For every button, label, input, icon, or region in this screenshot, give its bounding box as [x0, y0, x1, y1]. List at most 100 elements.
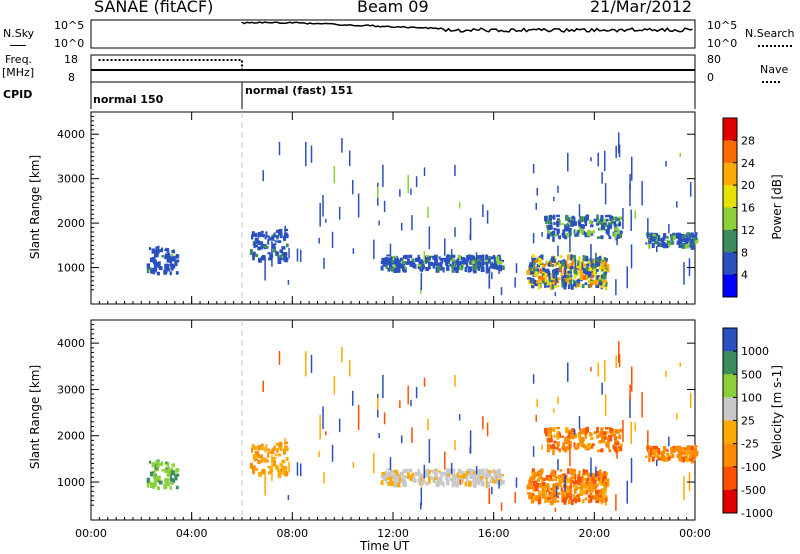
- power-echo-cell: [542, 263, 546, 267]
- velocity-echo-cell: [428, 480, 431, 484]
- velocity-echo-cell: [450, 472, 455, 476]
- power-echo-cell: [474, 263, 478, 269]
- power-echo-cell: [600, 220, 605, 226]
- velocity-echo-cell: [589, 444, 593, 448]
- velocity-echo-streak: [341, 347, 343, 363]
- power-echo-cell: [675, 233, 678, 237]
- power-echo-cell: [571, 261, 574, 266]
- velocity-echo-cell: [173, 469, 176, 475]
- velocity-echo-cell: [582, 443, 586, 448]
- power-echo-cell: [465, 256, 470, 261]
- power-echo-cell: [613, 221, 617, 227]
- power-echo-cell: [596, 275, 599, 281]
- power-echo-cell: [548, 276, 553, 281]
- velocity-echo-cell: [565, 441, 570, 445]
- cpid-mode-2: normal (fast) 151: [245, 84, 354, 97]
- velocity-echo-cell: [471, 469, 475, 472]
- velocity-echo-cell: [578, 470, 581, 476]
- power-echo-cell: [279, 254, 283, 259]
- power-echo-cell: [603, 218, 607, 223]
- velocity-echo-streak: [532, 374, 535, 384]
- power-echo-cell: [586, 268, 590, 272]
- velocity-echo-cell: [529, 476, 533, 482]
- velocity-echo-cell: [550, 428, 553, 431]
- power-echo-cell: [434, 258, 438, 264]
- power-echo-streak: [389, 243, 392, 257]
- power-echo-cell: [595, 269, 599, 273]
- power-echo-cell: [551, 256, 555, 263]
- velocity-echo-cell: [174, 474, 178, 481]
- power-echo-cell: [495, 256, 500, 262]
- velocity-echo-cell: [380, 480, 384, 486]
- power-echo-cell: [589, 263, 592, 268]
- power-echo-cell: [579, 274, 584, 281]
- power-echo-cell: [164, 249, 167, 252]
- velocity-echo-cell: [581, 474, 584, 479]
- colorbar-tick-label: 24: [741, 157, 755, 170]
- power-echo-cell: [553, 269, 558, 273]
- velocity-echo-cell: [435, 470, 438, 475]
- power-echo-cell: [414, 257, 419, 262]
- velocity-echo-cell: [537, 471, 542, 474]
- power-echo-cell: [546, 260, 550, 267]
- power-echo-cell: [605, 258, 608, 262]
- velocity-echo-cell: [675, 446, 678, 450]
- power-echo-cell: [451, 254, 456, 258]
- power-echo-cell: [564, 260, 568, 266]
- power-echo-cell: [662, 233, 667, 239]
- power-echo-cell: [385, 265, 388, 269]
- power-echo-cell: [600, 283, 603, 288]
- power-echo-cell: [408, 254, 413, 259]
- velocity-echo-cell: [553, 492, 556, 498]
- velocity-echo-cell: [556, 426, 561, 430]
- power-echo-cell: [576, 265, 580, 269]
- power-echo-cell: [691, 236, 696, 241]
- power-echo-cell: [690, 232, 694, 238]
- velocity-echo-cell: [164, 477, 169, 484]
- velocity-echo-cell: [387, 471, 391, 475]
- power-echo-cell: [577, 263, 581, 268]
- velocity-echo-cell: [528, 494, 531, 500]
- velocity-echo-cell: [272, 457, 275, 461]
- power-echo-streak: [423, 251, 426, 265]
- power-echo-streak: [665, 160, 667, 167]
- power-echo-cell: [597, 236, 600, 240]
- power-echo-streak: [557, 185, 559, 193]
- velocity-echo-cell: [499, 480, 503, 486]
- velocity-echo-streak: [331, 444, 334, 462]
- power-echo-cell: [547, 219, 552, 225]
- velocity-echo-cell: [545, 431, 548, 437]
- power-echo-cell: [495, 262, 499, 268]
- power-echo-cell: [453, 267, 458, 271]
- velocity-echo-streak: [288, 461, 290, 473]
- power-echo-cell: [598, 265, 602, 271]
- power-echo-cell: [166, 268, 171, 272]
- velocity-echo-cell: [690, 452, 694, 458]
- velocity-echo-streak: [665, 370, 667, 377]
- velocity-echo-cell: [593, 480, 596, 486]
- velocity-echo-cell: [171, 481, 174, 486]
- velocity-echo-cell: [282, 467, 287, 474]
- power-echo-cell: [536, 280, 539, 284]
- colorbar-tick-label: 500: [741, 368, 762, 381]
- power-echo-streak: [590, 243, 592, 263]
- x-axis-label: Time UT: [360, 539, 410, 553]
- velocity-echo-cell: [268, 450, 272, 454]
- velocity-echo-cell: [550, 445, 554, 449]
- colorbar-segment: [723, 140, 737, 164]
- velocity-echo-cell: [614, 428, 618, 434]
- velocity-echo-cell: [541, 488, 545, 491]
- velocity-echo-cell: [572, 472, 577, 476]
- power-echo-cell: [428, 262, 431, 267]
- colorbar-segment: [723, 397, 737, 421]
- velocity-echo-cell: [616, 448, 620, 452]
- x-tick-label: 00:00: [75, 527, 107, 540]
- power-echo-cell: [591, 272, 594, 279]
- velocity-echo-streak: [550, 434, 553, 440]
- velocity-echo-cell: [493, 471, 496, 476]
- power-echo-cell: [584, 221, 588, 227]
- velocity-echo-cell: [544, 497, 547, 503]
- velocity-echo-cell: [563, 496, 567, 502]
- velocity-echo-cell: [263, 459, 267, 462]
- velocity-echo-cell: [651, 448, 654, 454]
